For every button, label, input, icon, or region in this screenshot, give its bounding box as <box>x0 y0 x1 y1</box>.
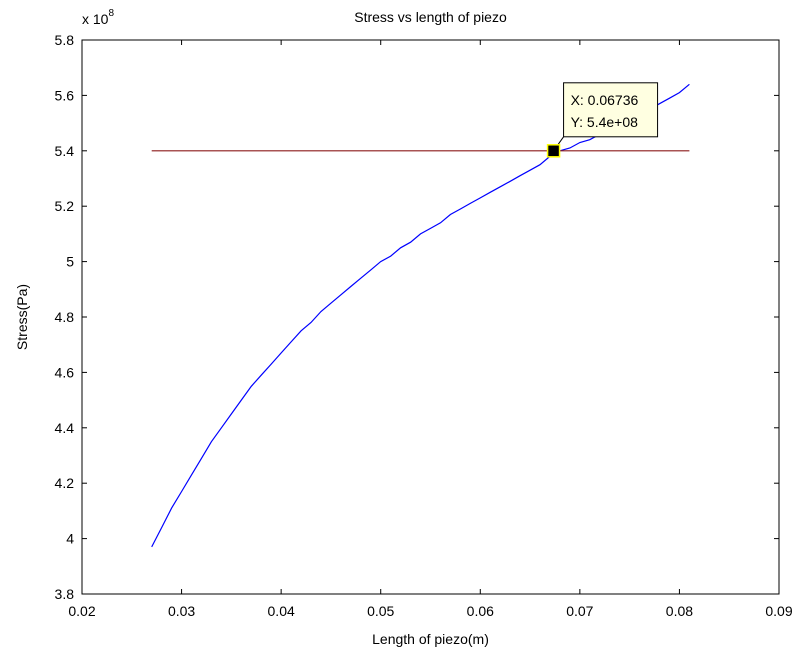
datatip-marker[interactable] <box>546 144 561 158</box>
datatip-box <box>563 82 659 138</box>
axes-box <box>81 39 780 595</box>
y-tick-label: 4 <box>66 531 74 547</box>
datatip-y-text: Y: 5.4e+08 <box>571 114 639 130</box>
chart-title: Stress vs length of piezo <box>354 9 507 25</box>
x-axis-label: Length of piezo(m) <box>372 631 489 647</box>
x-tick-label: 0.05 <box>367 603 394 619</box>
y-tick-label: 5 <box>66 254 74 270</box>
y-tick-label: 4.2 <box>55 475 75 491</box>
y-tick-label: 5.4 <box>55 143 75 159</box>
x-tick-label: 0.08 <box>666 603 693 619</box>
datatip-x-text: X: 0.06736 <box>571 92 639 108</box>
y-tick-label: 4.4 <box>55 420 75 436</box>
x-tick-label: 0.03 <box>168 603 195 619</box>
y-tick-label: 3.8 <box>55 586 75 602</box>
y-tick-label: 5.6 <box>55 87 75 103</box>
datatip[interactable]: X: 0.06736 Y: 5.4e+08 <box>546 82 659 158</box>
x-tick-label: 0.09 <box>765 603 792 619</box>
x-tick-label: 0.02 <box>68 603 95 619</box>
y-axis-label: Stress(Pa) <box>14 284 30 350</box>
y-axis-exponent-base: x 10 <box>82 11 109 27</box>
y-tick-label: 5.8 <box>55 32 75 48</box>
y-tick-label: 4.6 <box>55 364 75 380</box>
x-tick-label: 0.07 <box>566 603 593 619</box>
y-axis: 3.8 4 4.2 4.4 4.6 4.8 5 5.2 5.4 5.6 5.8 <box>55 32 779 602</box>
y-axis-exponent-power: 8 <box>108 8 114 19</box>
y-axis-exponent: x 108 <box>82 8 114 27</box>
y-tick-label: 4.8 <box>55 309 75 325</box>
y-tick-label: 5.2 <box>55 198 75 214</box>
x-tick-label: 0.06 <box>467 603 494 619</box>
x-axis: 0.02 0.03 0.04 0.05 0.06 0.07 0.08 0.09 <box>68 40 793 619</box>
x-tick-label: 0.04 <box>268 603 295 619</box>
